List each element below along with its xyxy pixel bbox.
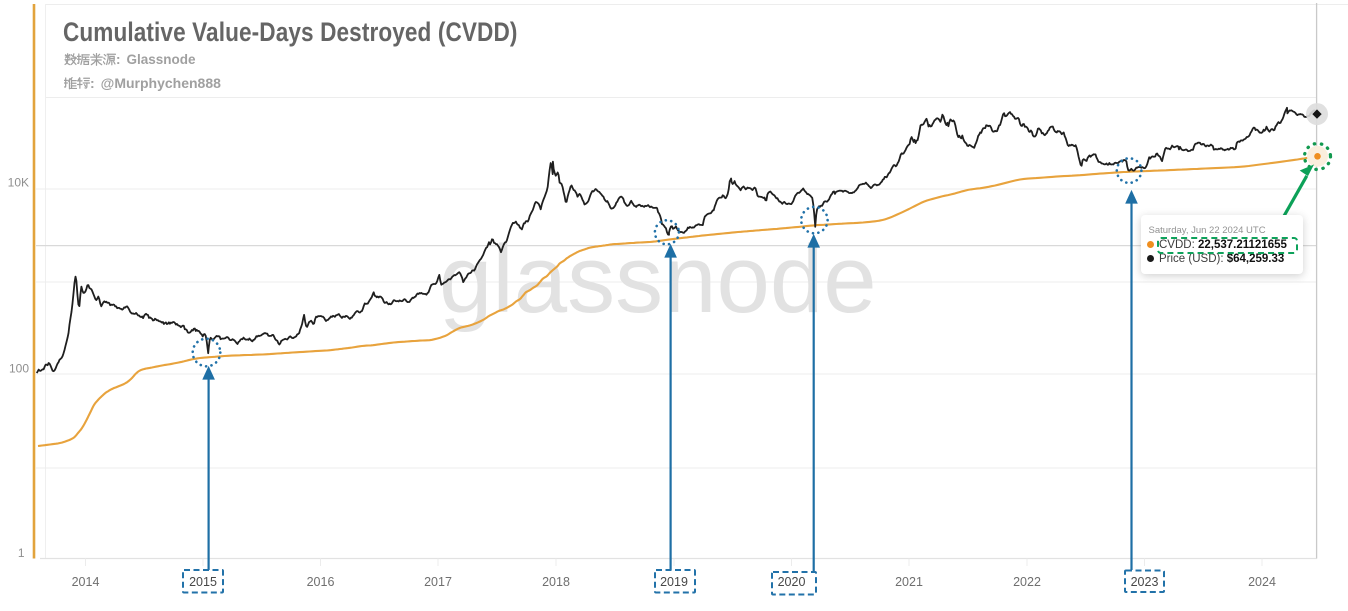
svg-text:2018: 2018 [542,575,570,589]
svg-text:1: 1 [18,546,25,560]
svg-text:2024: 2024 [1248,575,1276,589]
svg-text:10K: 10K [8,176,29,190]
svg-text:Cumulative Value-Days Destroye: Cumulative Value-Days Destroyed (CVDD) [63,17,518,47]
svg-text:100: 100 [9,362,29,376]
svg-text:2021: 2021 [895,575,923,589]
svg-text:2016: 2016 [307,575,335,589]
svg-text:2019: 2019 [660,575,688,589]
svg-text:2015: 2015 [189,575,217,589]
svg-text:glassnode: glassnode [439,226,877,333]
svg-text:2023: 2023 [1131,575,1159,589]
svg-text:2020: 2020 [778,575,806,589]
svg-text:2022: 2022 [1013,575,1041,589]
svg-text:2017: 2017 [424,575,452,589]
svg-text:2014: 2014 [72,575,100,589]
